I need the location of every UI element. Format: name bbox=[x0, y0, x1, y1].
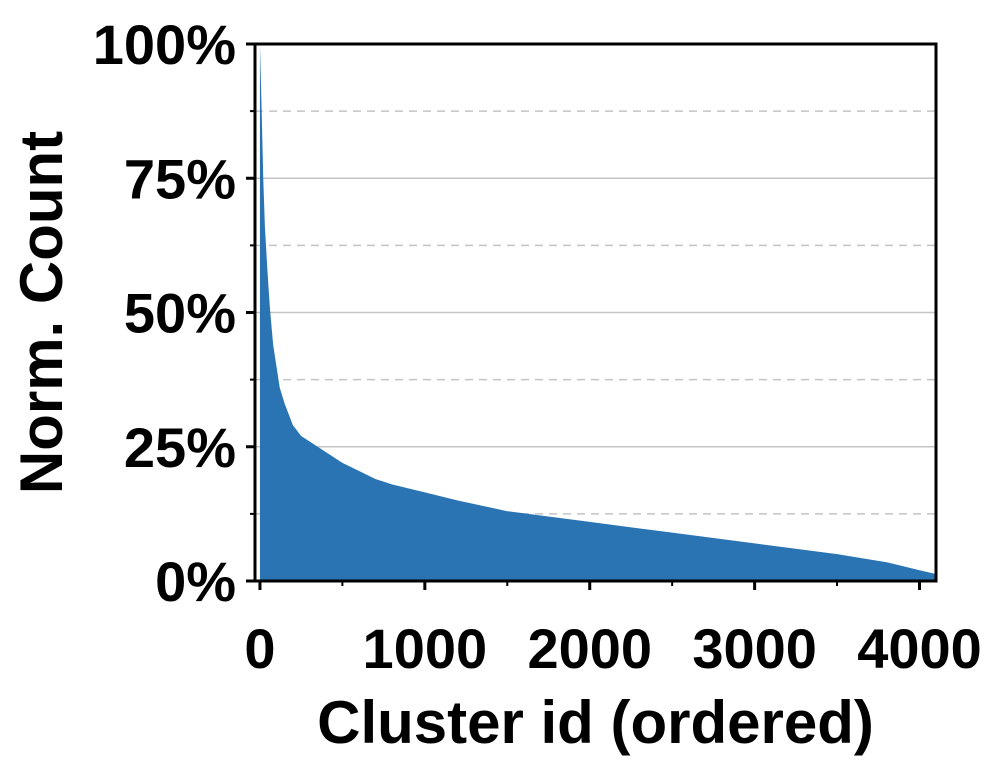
x-tick-labels: 0 1000 2000 3000 4000 bbox=[244, 617, 981, 680]
x-ticks bbox=[258, 581, 922, 590]
y-ticks bbox=[246, 42, 255, 583]
y-tick-label: 75% bbox=[124, 147, 236, 210]
x-tick-label: 2000 bbox=[527, 617, 652, 680]
y-tick-label: 50% bbox=[124, 282, 236, 345]
x-axis-title: Cluster id (ordered) bbox=[317, 689, 874, 756]
x-tick-label: 4000 bbox=[857, 617, 982, 680]
y-grid-major bbox=[255, 177, 936, 448]
y-tick-label: 0% bbox=[155, 550, 236, 613]
y-tick-label: 100% bbox=[93, 13, 236, 76]
x-tick-label: 3000 bbox=[692, 617, 817, 680]
x-tick-label: 0 bbox=[244, 617, 275, 680]
y-axis-title: Norm. Count bbox=[8, 131, 75, 494]
y-tick-label: 25% bbox=[124, 416, 236, 479]
y-tick-labels: 0% 25% 50% 75% 100% bbox=[93, 13, 236, 613]
x-tick-label: 1000 bbox=[363, 617, 488, 680]
cluster-count-area bbox=[259, 44, 936, 581]
